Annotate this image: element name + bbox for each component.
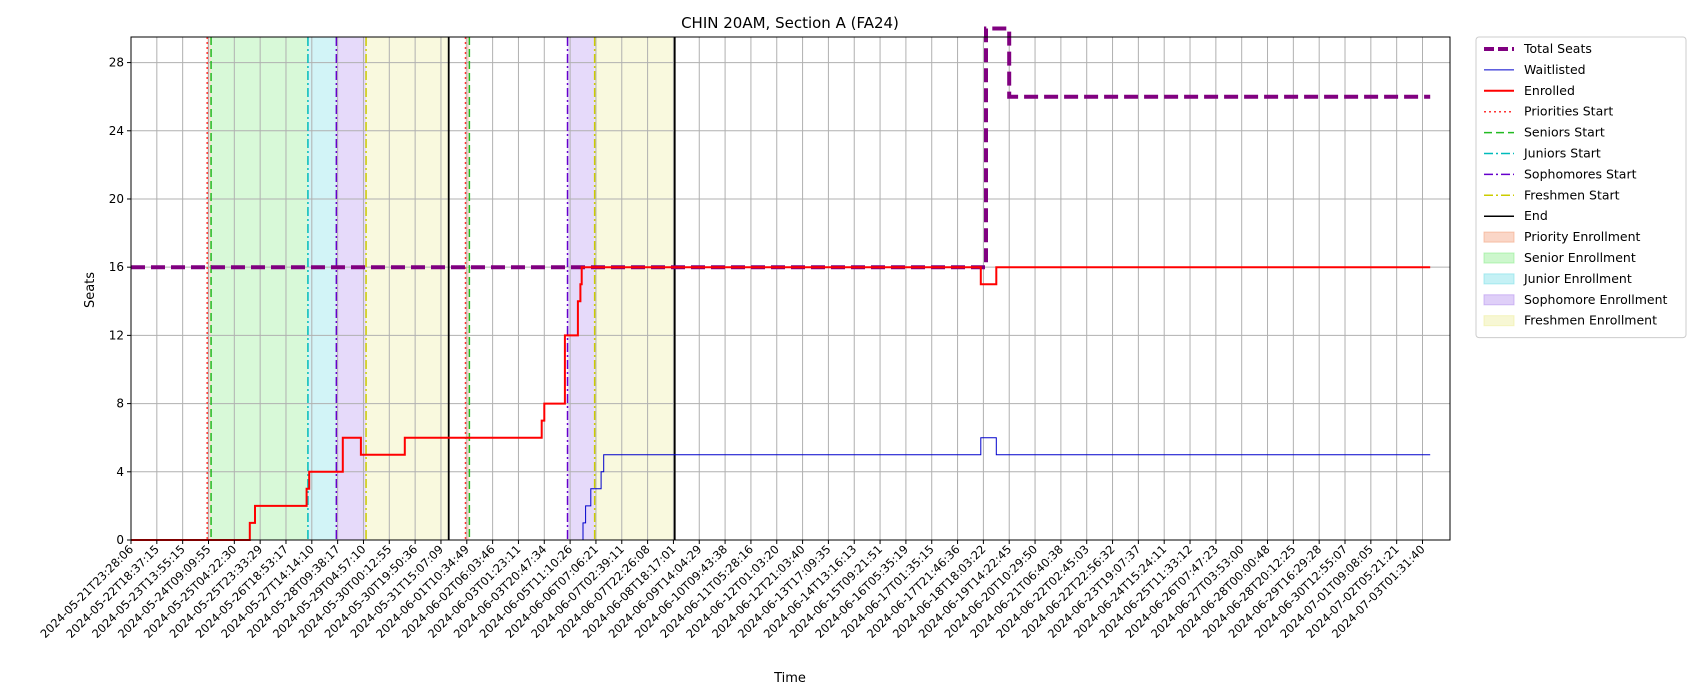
legend: Total Seats Waitlisted Enrolled Priorities … (1475, 36, 1687, 339)
legend-swatch (1483, 294, 1515, 306)
legend-label: Freshmen Start (1524, 187, 1620, 202)
legend-label: Sophomores Start (1524, 166, 1637, 181)
legend-label: Priorities Start (1524, 104, 1613, 119)
region-priority-enrollment (207, 37, 212, 540)
grid-layer (130, 37, 1450, 541)
legend-label: Sophomore Enrollment (1524, 292, 1668, 307)
legend-label: End (1524, 208, 1548, 223)
x-axis-label: Time (773, 671, 806, 686)
legend-label: Senior Enrollment (1524, 250, 1636, 265)
y-tick-label: 20 (109, 192, 124, 206)
y-axis: 0 4 8 12 16 20 24 28 (109, 56, 131, 547)
region-priority-enrollment (465, 37, 470, 540)
y-tick-label: 24 (109, 124, 124, 138)
legend-label: Priority Enrollment (1524, 229, 1641, 244)
legend-label: Enrolled (1524, 83, 1575, 98)
events-layer (206, 37, 676, 540)
legend-swatch (1483, 231, 1515, 243)
legend-label: Freshmen Enrollment (1524, 313, 1657, 328)
y-tick-label: 28 (109, 56, 124, 70)
y-tick-label: 16 (109, 260, 124, 274)
region-freshmen-enrollment (594, 37, 675, 540)
legend-swatch (1483, 273, 1515, 285)
legend-label: Juniors Start (1523, 146, 1601, 161)
legend-label: Seniors Start (1524, 125, 1605, 140)
region-junior-enrollment (307, 37, 337, 540)
series-enrolled (131, 266, 1431, 541)
plot-frame (130, 36, 1451, 541)
y-tick-label: 8 (116, 397, 124, 411)
legend-box (1475, 36, 1687, 339)
y-axis-label: Seats (83, 272, 98, 308)
y-tick-label: 12 (109, 328, 124, 342)
series-waitlisted (131, 437, 1431, 541)
legend-label: Total Seats (1523, 41, 1592, 56)
chart-title: CHIN 20AM, Section A (FA24) (681, 14, 899, 32)
legend-label: Waitlisted (1524, 62, 1586, 77)
legend-swatch (1483, 252, 1515, 264)
region-senior-enrollment (211, 37, 308, 540)
legend-label: Junior Enrollment (1523, 271, 1632, 286)
region-sophomore-enrollment (336, 37, 367, 540)
legend-swatch (1483, 315, 1515, 327)
y-tick-label: 0 (116, 533, 124, 547)
regions-layer (207, 37, 675, 540)
series-layer (131, 26, 1431, 541)
y-tick-label: 4 (116, 465, 124, 479)
region-freshmen-enrollment (366, 37, 449, 540)
